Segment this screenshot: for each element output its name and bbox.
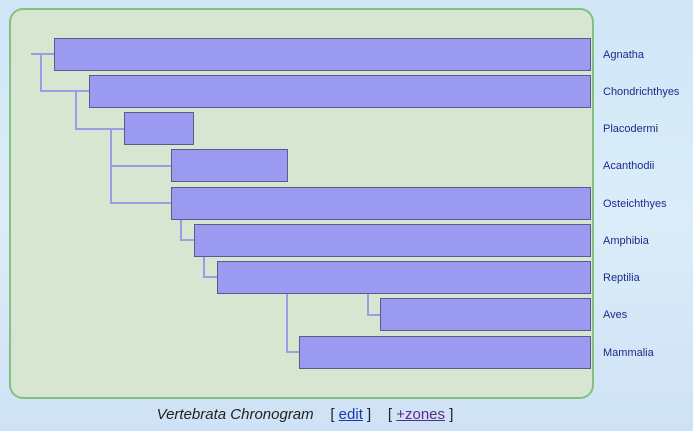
taxon-bar-reptilia[interactable] (217, 261, 591, 294)
taxon-label-placodermi[interactable]: Placodermi (603, 123, 659, 135)
taxon-bar-aves[interactable] (380, 298, 591, 331)
edit-link[interactable]: edit (338, 406, 363, 423)
branch-line (40, 53, 42, 92)
taxon-bar-placodermi[interactable] (124, 112, 194, 145)
branch-line (180, 239, 194, 241)
bracket-close: ] (449, 406, 454, 423)
branch-line (286, 351, 299, 353)
branch-line (31, 53, 54, 55)
taxon-label-chondrichthyes[interactable]: Chondrichthyes (603, 86, 680, 98)
taxon-bar-chondrichthyes[interactable] (89, 75, 591, 108)
chronogram-caption: Vertebrata Chronogram [ edit ] [ +zones … (0, 406, 610, 423)
branch-line (110, 165, 171, 167)
branch-line (367, 294, 369, 316)
branch-line (40, 90, 89, 92)
taxon-bar-mammalia[interactable] (299, 336, 591, 369)
bracket-open: [ (330, 406, 335, 423)
bracket-close: ] (367, 406, 372, 423)
branch-line (203, 257, 205, 278)
taxon-label-agnatha[interactable]: Agnatha (603, 49, 644, 61)
taxon-label-acanthodii[interactable]: Acanthodii (603, 160, 655, 172)
bracket-open: [ (387, 406, 393, 423)
branch-line (203, 276, 217, 278)
taxon-label-mammalia[interactable]: Mammalia (603, 347, 654, 359)
taxon-bar-agnatha[interactable] (54, 38, 591, 71)
taxon-bar-amphibia[interactable] (194, 224, 591, 257)
caption-title: Vertebrata Chronogram (156, 406, 314, 423)
branch-line (110, 202, 171, 204)
branch-line (75, 128, 124, 130)
taxon-label-aves[interactable]: Aves (603, 309, 628, 321)
branch-line (367, 314, 380, 316)
taxon-label-amphibia[interactable]: Amphibia (603, 235, 649, 247)
taxon-bar-osteichthyes[interactable] (171, 187, 591, 220)
taxon-label-reptilia[interactable]: Reptilia (603, 272, 640, 284)
taxon-bar-acanthodii[interactable] (171, 149, 288, 182)
branch-line (286, 294, 288, 353)
taxon-label-osteichthyes[interactable]: Osteichthyes (603, 198, 667, 210)
branch-line (75, 90, 77, 130)
zones-link[interactable]: +zones (396, 406, 446, 423)
branch-line (180, 219, 182, 241)
